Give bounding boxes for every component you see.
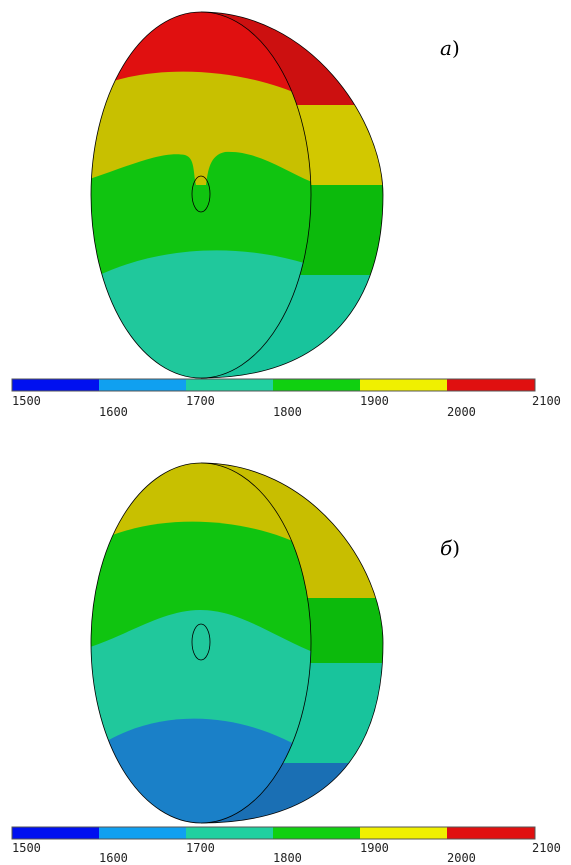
scale-frame bbox=[11, 378, 536, 392]
scale-band-6 bbox=[447, 379, 535, 391]
side-outline bbox=[200, 462, 384, 824]
scale-band-2 bbox=[99, 379, 186, 391]
scale-band-6 bbox=[447, 827, 535, 839]
scale-tick-label: 1900 bbox=[360, 394, 389, 408]
hole-marker bbox=[191, 623, 211, 661]
scale-tick-label: 1600 bbox=[99, 405, 128, 419]
hole-marker bbox=[191, 175, 211, 213]
panel-b: б) 1500 1600 1700 1800 1900 2000 2100 bbox=[11, 462, 561, 865]
scale-tick-label: 1700 bbox=[186, 394, 215, 408]
scale-tick-label: 1800 bbox=[273, 405, 302, 419]
scale-tick-label: 2100 bbox=[532, 841, 561, 855]
scale-tick-label: 1800 bbox=[273, 851, 302, 865]
panel-a: а) 1500 1600 1700 1800 1900 2000 2100 bbox=[11, 11, 561, 419]
scale-band-4 bbox=[273, 827, 360, 839]
scale-tick-label: 1500 bbox=[12, 841, 41, 855]
scale-band-5 bbox=[360, 827, 447, 839]
scale-band-3 bbox=[186, 827, 273, 839]
face-outline bbox=[90, 462, 312, 824]
scale-band-1 bbox=[12, 827, 99, 839]
scale-band-2 bbox=[99, 827, 186, 839]
scale-tick-label: 1700 bbox=[186, 841, 215, 855]
scale-tick-label: 1500 bbox=[12, 394, 41, 408]
scale-band-1 bbox=[12, 379, 99, 391]
scale-tick-label: 2000 bbox=[447, 405, 476, 419]
scale-tick-label: 2100 bbox=[532, 394, 561, 408]
panel-a-face bbox=[91, 12, 311, 378]
scale-tick-label: 1600 bbox=[99, 851, 128, 865]
face-outline bbox=[90, 11, 312, 379]
scale-band-3 bbox=[186, 379, 273, 391]
scale-tick-label: 1900 bbox=[360, 841, 389, 855]
panel-a-label: а) bbox=[440, 36, 460, 60]
color-scale-b: 1500 1600 1700 1800 1900 2000 2100 bbox=[11, 826, 561, 865]
side-outline bbox=[200, 11, 384, 379]
scale-band-5 bbox=[360, 379, 447, 391]
panel-b-label: б) bbox=[440, 536, 460, 560]
color-scale-a: 1500 1600 1700 1800 1900 2000 2100 bbox=[11, 378, 561, 419]
scale-frame bbox=[11, 826, 536, 840]
scale-tick-label: 2000 bbox=[447, 851, 476, 865]
scale-band-4 bbox=[273, 379, 360, 391]
